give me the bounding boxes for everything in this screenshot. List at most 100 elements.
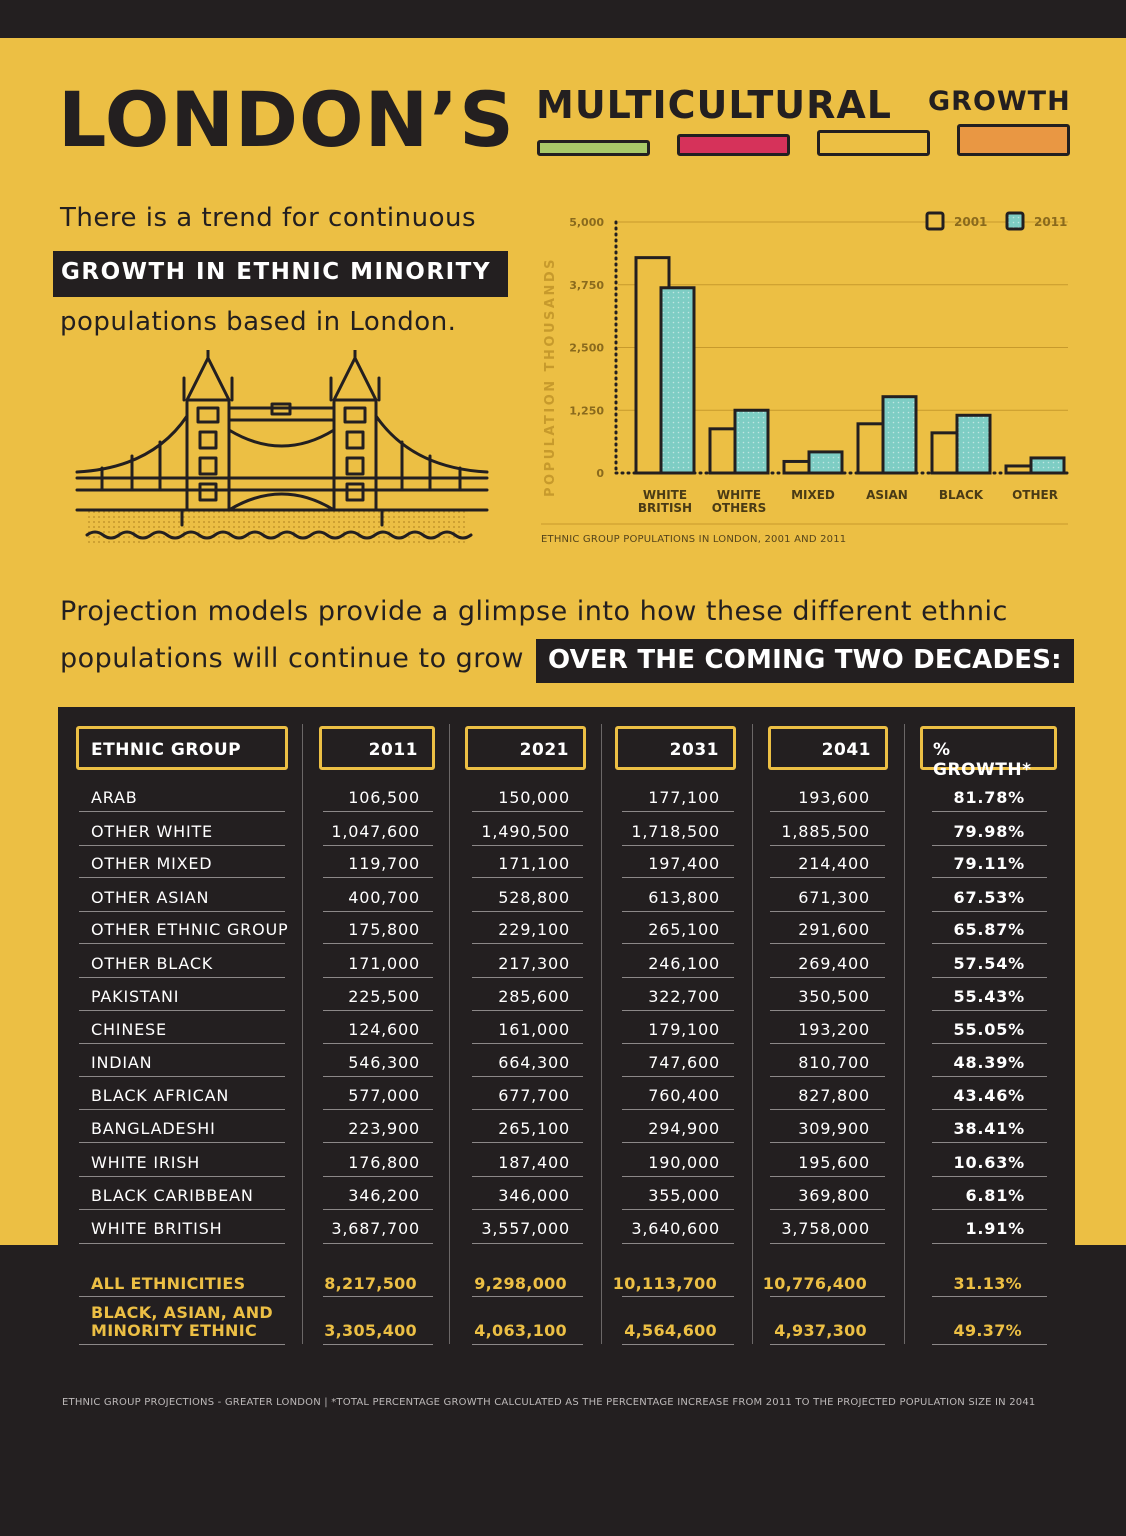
table-cell: 246,100	[648, 954, 720, 973]
total-label: ALL ETHNICITIES	[91, 1274, 246, 1293]
row-rule	[323, 1076, 433, 1077]
row-rule	[770, 1076, 885, 1077]
table-cell: 79.11%	[953, 854, 1025, 873]
table-cell: 664,300	[498, 1053, 570, 1072]
table-row-group: CHINESE	[91, 1020, 167, 1039]
table-cell: 106,500	[348, 788, 420, 807]
table-cell: 577,000	[348, 1086, 420, 1105]
table-cell: 150,000	[498, 788, 570, 807]
table-cell: 175,800	[348, 920, 420, 939]
row-rule	[932, 845, 1047, 846]
row-rule	[472, 1010, 583, 1011]
row-rule	[472, 1142, 583, 1143]
table-cell: 3,758,000	[781, 1219, 870, 1238]
table-cell: 546,300	[348, 1053, 420, 1072]
table-cell: 217,300	[498, 954, 570, 973]
row-rule	[79, 1296, 285, 1297]
row-rule	[770, 1344, 885, 1345]
row-rule	[79, 943, 285, 944]
total-label: BLACK, ASIAN, AND	[91, 1303, 273, 1322]
table-cell: 195,600	[798, 1153, 870, 1172]
table-cell: 265,100	[498, 1119, 570, 1138]
table-cell: 827,800	[798, 1086, 870, 1105]
row-rule	[79, 845, 285, 846]
row-rule	[323, 911, 433, 912]
row-rule	[622, 1010, 734, 1011]
row-rule	[79, 977, 285, 978]
row-rule	[79, 1243, 285, 1244]
legend-swatch-2011	[1005, 211, 1025, 231]
bar-2011	[807, 450, 844, 475]
row-rule	[472, 877, 583, 878]
row-rule	[472, 1076, 583, 1077]
table-cell: 355,000	[648, 1186, 720, 1205]
table-row-group: INDIAN	[91, 1053, 153, 1072]
total-cell: 9,298,000	[474, 1274, 567, 1293]
table-cell: 3,640,600	[631, 1219, 720, 1238]
bar-2011	[1029, 456, 1066, 475]
category-label: WHITE	[717, 488, 761, 502]
row-rule	[622, 811, 734, 812]
table-row-group: BANGLADESHI	[91, 1119, 216, 1138]
table-cell: 294,900	[648, 1119, 720, 1138]
y-tick-label: 2,500	[569, 342, 604, 355]
row-rule	[472, 811, 583, 812]
table-cell: 38.41%	[953, 1119, 1025, 1138]
intro-line-1: There is a trend for continuous	[60, 203, 477, 233]
row-rule	[323, 1010, 433, 1011]
table-cell: 1,885,500	[781, 822, 870, 841]
footnote: ETHNIC GROUP PROJECTIONS - GREATER LONDO…	[62, 1397, 1036, 1408]
row-rule	[323, 845, 433, 846]
table-cell: 176,800	[348, 1153, 420, 1172]
table-cell: 677,700	[498, 1086, 570, 1105]
row-rule	[622, 1296, 734, 1297]
row-rule	[622, 1109, 734, 1110]
row-rule	[770, 977, 885, 978]
table-cell: 1,047,600	[331, 822, 420, 841]
row-rule	[622, 943, 734, 944]
row-rule	[323, 1209, 433, 1210]
column-divider	[601, 724, 602, 1344]
total-cell: 8,217,500	[324, 1274, 417, 1293]
table-cell: 223,900	[348, 1119, 420, 1138]
row-rule	[323, 943, 433, 944]
row-rule	[323, 1243, 433, 1244]
table-cell: 350,500	[798, 987, 870, 1006]
row-rule	[79, 877, 285, 878]
row-rule	[932, 811, 1047, 812]
total-cell: 4,063,100	[474, 1321, 567, 1340]
row-rule	[472, 1243, 583, 1244]
row-rule	[770, 1109, 885, 1110]
table-row-group: ARAB	[91, 788, 138, 807]
row-rule	[932, 1043, 1047, 1044]
table-cell: 400,700	[348, 888, 420, 907]
table-cell: 760,400	[648, 1086, 720, 1105]
total-cell: 4,937,300	[774, 1321, 867, 1340]
table-row-group: OTHER WHITE	[91, 822, 213, 841]
y-tick-label: 1,250	[569, 404, 604, 417]
table-cell: 190,000	[648, 1153, 720, 1172]
category-label: ASIAN	[866, 488, 908, 502]
total-label: MINORITY ETHNIC	[91, 1321, 258, 1340]
row-rule	[472, 943, 583, 944]
row-rule	[770, 1043, 885, 1044]
header-2011: 2011	[319, 726, 435, 770]
table-cell: 214,400	[798, 854, 870, 873]
row-rule	[932, 977, 1047, 978]
row-rule	[932, 877, 1047, 878]
table-cell: 10.63%	[953, 1153, 1025, 1172]
row-rule	[323, 1142, 433, 1143]
column-divider	[904, 724, 905, 1344]
row-rule	[472, 977, 583, 978]
row-rule	[932, 1209, 1047, 1210]
row-rule	[932, 943, 1047, 944]
row-rule	[770, 845, 885, 846]
row-rule	[79, 1142, 285, 1143]
projection-line-2: populations will continue to grow	[60, 643, 524, 674]
row-rule	[932, 911, 1047, 912]
header-growth: % GROWTH*	[920, 726, 1057, 780]
row-rule	[79, 1176, 285, 1177]
table-cell: 161,000	[498, 1020, 570, 1039]
row-rule	[472, 1209, 583, 1210]
table-cell: 1,718,500	[631, 822, 720, 841]
